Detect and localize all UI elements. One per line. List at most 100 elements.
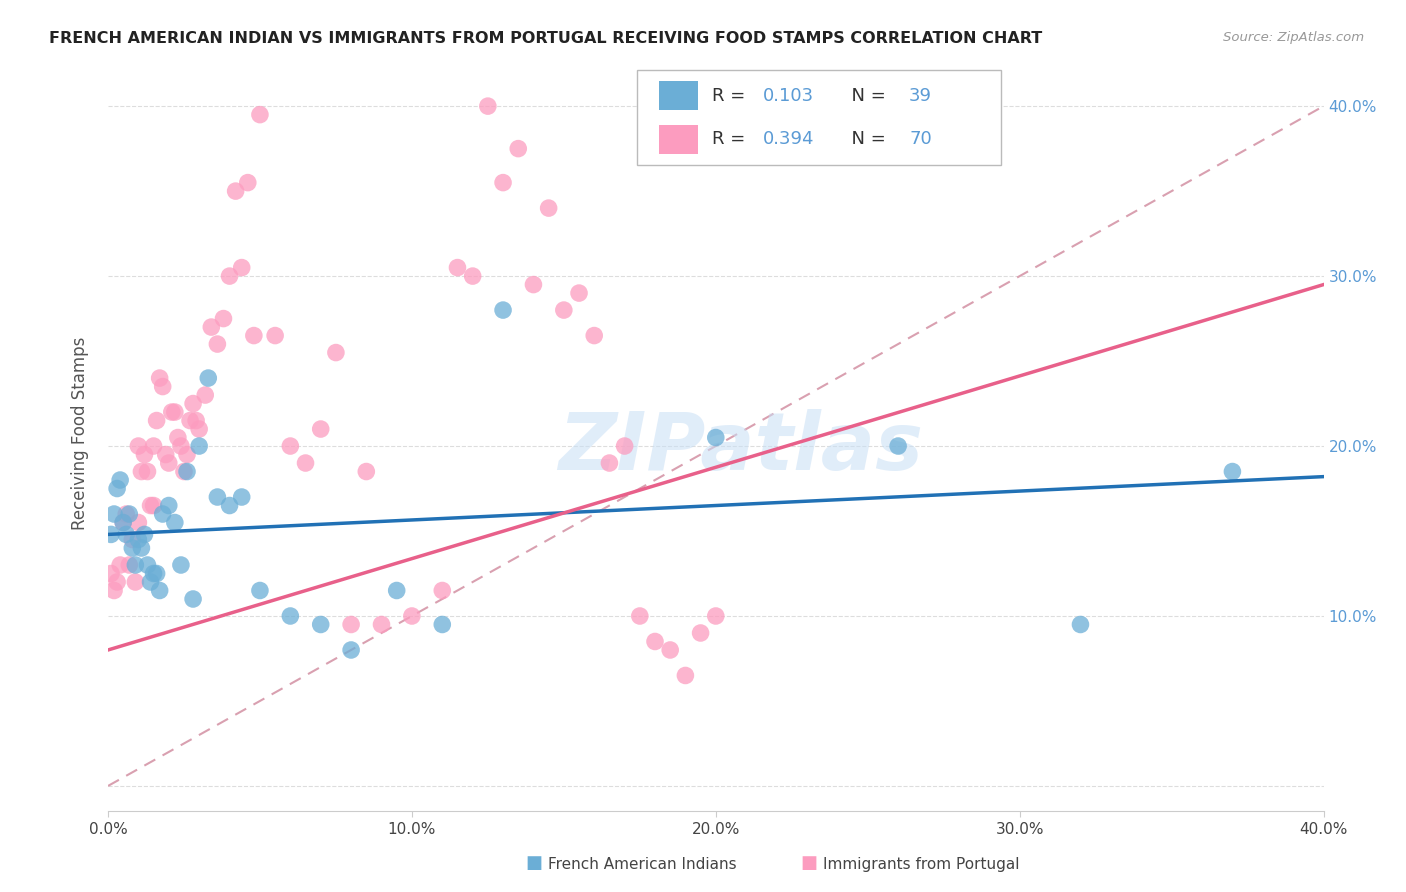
Point [127,516,149,530]
Point [236,176,259,190]
Point [105,482,128,496]
Point [401,609,423,624]
Point [134,448,156,462]
Point [218,499,240,513]
Point [598,456,620,470]
Point [278,439,301,453]
Point [309,422,332,436]
Text: R =: R = [711,130,751,148]
Point [142,439,165,453]
Point [537,201,560,215]
Point [461,269,484,284]
Point [385,583,408,598]
Text: ■: ■ [526,855,543,872]
FancyBboxPatch shape [658,81,697,110]
Text: 70: 70 [910,130,932,148]
Text: Immigrants from Portugal: Immigrants from Portugal [823,857,1019,872]
Point [628,609,651,624]
Point [704,609,727,624]
Point [689,626,711,640]
Text: N =: N = [839,130,891,148]
Point [184,413,207,427]
Text: FRENCH AMERICAN INDIAN VS IMMIGRANTS FROM PORTUGAL RECEIVING FOOD STAMPS CORRELA: FRENCH AMERICAN INDIAN VS IMMIGRANTS FRO… [49,31,1042,46]
Point [145,566,167,581]
Point [108,473,131,487]
Point [163,405,186,419]
Text: 0.394: 0.394 [763,130,814,148]
Text: 39: 39 [910,87,932,104]
Text: Source: ZipAtlas.com: Source: ZipAtlas.com [1223,31,1364,45]
Point [294,456,316,470]
Point [121,533,143,547]
Point [673,668,696,682]
Point [231,490,253,504]
Point [112,516,135,530]
Point [163,516,186,530]
Point [356,465,378,479]
Point [170,558,193,572]
Text: ■: ■ [800,855,817,872]
Y-axis label: Receiving Food Stamps: Receiving Food Stamps [72,336,89,530]
Point [225,184,247,198]
Point [278,609,301,624]
Point [325,345,347,359]
Point [136,465,159,479]
Point [492,176,515,190]
Point [103,583,125,598]
Point [644,634,666,648]
Point [197,371,219,385]
Point [207,337,229,351]
Point [136,558,159,572]
Text: R =: R = [711,87,751,104]
Point [173,465,195,479]
Text: 0.103: 0.103 [763,87,814,104]
Point [157,456,180,470]
Point [131,465,153,479]
Point [207,490,229,504]
Point [340,617,363,632]
Point [100,527,122,541]
Text: French American Indians: French American Indians [548,857,737,872]
Point [124,558,146,572]
Point [340,643,363,657]
Point [432,617,454,632]
Point [100,566,122,581]
Point [124,574,146,589]
Point [446,260,468,275]
Point [118,558,141,572]
Point [127,439,149,453]
Point [704,431,727,445]
Point [149,371,172,385]
Point [176,465,198,479]
Point [139,574,162,589]
Text: ZIPatlas: ZIPatlas [558,409,922,487]
Point [1069,617,1091,632]
Point [103,507,125,521]
Point [167,431,190,445]
Point [1222,465,1244,479]
Point [134,527,156,541]
Point [142,566,165,581]
Point [181,592,204,607]
Point [568,286,591,301]
Point [160,405,183,419]
Point [157,499,180,513]
Point [170,439,193,453]
Point [249,108,271,122]
Point [115,507,138,521]
Point [145,413,167,427]
Point [139,499,162,513]
Point [194,388,217,402]
Point [370,617,392,632]
Point [127,533,149,547]
Point [508,142,530,156]
Point [108,558,131,572]
Point [118,507,141,521]
Point [181,396,204,410]
Point [492,303,515,318]
Point [179,413,201,427]
Point [131,541,153,555]
Point [309,617,332,632]
Point [152,507,174,521]
Point [659,643,682,657]
